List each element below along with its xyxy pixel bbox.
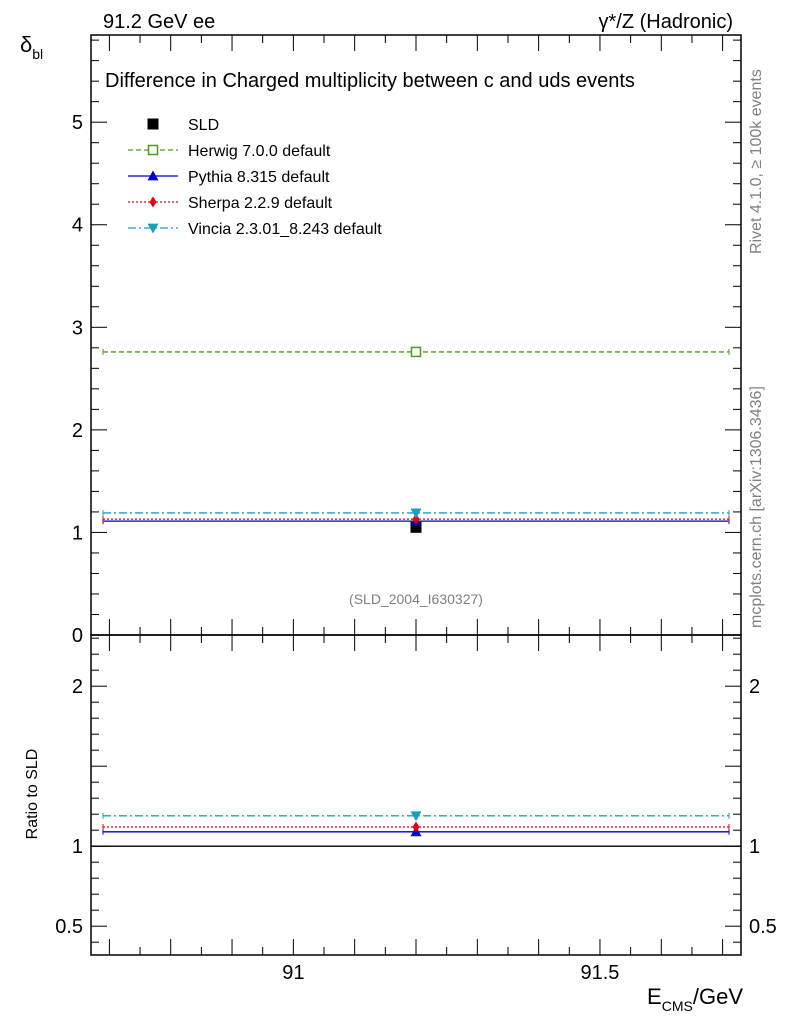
ratio-frame (90, 634, 742, 956)
ratio-ticks: 91 91.5 0.5 0.5 1 1 2 2 (55, 635, 777, 984)
ratio-y-tick-label: 2 (72, 676, 83, 698)
legend-label: Sherpa 2.2.9 default (188, 195, 333, 212)
y-tick-label: 5 (72, 112, 83, 134)
data-point-marker (410, 346, 422, 358)
main-ticks: 0 1 2 3 4 5 (72, 35, 741, 647)
ratio-y-tick-label-right: 0.5 (749, 916, 777, 938)
y-tick-label: 3 (72, 317, 83, 339)
legend-marker (149, 196, 157, 208)
data-point-marker (412, 513, 420, 525)
y-tick-label: 1 (72, 522, 83, 544)
y-tick-label: 0 (72, 625, 83, 647)
main-series (102, 346, 730, 533)
y-tick-label: 2 (72, 420, 83, 442)
legend: SLD Herwig 7.0.0 default Pythia 8.315 defa… (128, 117, 382, 238)
ratio-y-tick-label-right: 1 (749, 836, 760, 858)
ratio-y-tick-label: 1 (72, 836, 83, 858)
data-point-marker (410, 521, 422, 533)
legend-marker (147, 144, 159, 156)
legend-label: Vincia 2.3.01_8.243 default (188, 221, 382, 238)
rivet-label: Rivet 4.1.0, ≥ 100k events (748, 69, 765, 254)
header-left: 91.2 GeV ee (103, 11, 215, 33)
legend-marker (147, 223, 159, 234)
ratio-point-marker (412, 821, 420, 833)
legend-label: Pythia 8.315 default (188, 169, 330, 186)
legend-marker (147, 118, 159, 130)
chart-title: Difference in Charged multiplicity betwe… (105, 70, 635, 92)
x-tick-label: 91 (282, 962, 304, 984)
ratio-panel: 91 91.5 0.5 0.5 1 1 2 2 Ratio to SLD (24, 634, 777, 984)
header-right: γ*/Z (Hadronic) (599, 11, 733, 33)
x-tick-label: 91.5 (580, 962, 619, 984)
ratio-y-tick-label-right: 2 (749, 676, 760, 698)
data-point-marker (410, 508, 422, 519)
legend-label: Herwig 7.0.0 default (188, 143, 331, 160)
ratio-series (91, 811, 741, 847)
main-ylabel: δbl (20, 32, 43, 62)
mcplots-label: mcplots.cern.ch [arXiv:1306.3436] (748, 386, 765, 628)
main-panel: 0 1 2 3 4 5 Difference in Charged multiplicit… (72, 34, 742, 647)
ratio-y-tick-label: 0.5 (55, 916, 83, 938)
legend-label: SLD (188, 117, 219, 134)
analysis-watermark: (SLD_2004_I630327) (349, 591, 483, 607)
y-tick-label: 4 (72, 215, 83, 237)
legend-marker (147, 170, 159, 181)
ratio-point-marker (410, 811, 422, 822)
x-axis-label: ECMS/GeV (647, 984, 743, 1014)
ratio-ylabel: Ratio to SLD (24, 749, 41, 840)
